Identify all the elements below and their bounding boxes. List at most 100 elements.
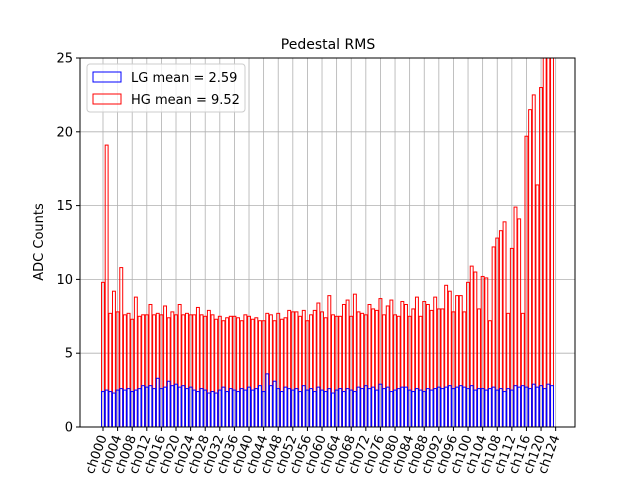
bar [389,391,394,427]
bar [155,377,160,427]
bar [195,391,200,427]
bar [294,311,299,427]
bar [199,314,204,427]
bar [436,386,441,427]
bar [250,389,255,427]
bar [331,392,335,427]
bar [422,301,427,427]
bar [360,388,365,427]
bar [528,388,533,427]
bar [133,296,138,427]
bar [502,391,507,427]
y-tick-label: 25 [56,52,73,67]
bar [345,388,350,427]
bar [433,388,438,427]
bar [115,389,120,427]
bar [287,388,292,427]
bar [177,386,182,427]
y-tick-label: 5 [65,347,73,362]
bar [323,317,328,427]
bar [181,314,186,427]
bar [290,311,295,427]
bar [166,317,171,427]
bar [411,308,416,427]
bar [243,314,248,427]
bar [163,386,168,427]
bar [495,237,500,427]
bar [309,314,314,427]
bar [290,389,295,427]
bar [133,389,138,427]
bar [148,385,153,427]
bar [130,318,135,427]
bar [232,389,237,427]
bar [122,389,127,427]
bar [195,306,200,427]
bar [487,388,492,427]
bar [250,318,255,427]
bar [462,311,467,427]
bar [382,314,387,427]
bar [294,388,299,427]
bar [320,389,324,427]
bar [436,308,441,427]
bar [539,87,544,427]
bar [469,265,474,427]
bar [349,389,354,427]
bar [152,388,157,427]
bar [513,206,518,427]
bar [495,389,500,427]
bar [236,317,241,427]
bar [473,389,478,427]
y-tick-label: 0 [65,421,73,436]
bar [309,388,314,427]
bar [352,293,357,427]
bar [477,388,481,427]
bar [174,383,178,427]
bar [528,109,533,427]
bar [141,385,146,427]
bar [550,58,554,427]
bar [550,385,554,427]
bar [491,386,496,427]
bar [144,386,149,427]
bar [203,389,208,427]
bar [531,94,536,427]
bar [546,383,551,427]
bar [331,314,335,427]
bar [327,388,332,427]
bar [367,303,372,427]
bar [301,385,306,427]
bar [524,386,529,427]
bar [283,386,288,427]
bar [418,389,423,427]
bar [498,388,503,427]
bar [542,388,547,427]
bar [531,383,536,427]
bar [188,386,193,427]
bar [225,391,230,427]
bar [429,389,434,427]
bar [425,388,430,427]
bar [239,388,244,427]
bar [341,391,346,427]
bar [546,58,551,427]
plot-frame [79,57,576,428]
bar [440,308,445,427]
legend-label: LG mean = 2.59 [131,71,237,86]
bar [378,298,383,427]
bar [393,389,397,427]
bar [404,386,408,427]
bar [119,267,124,427]
legend-swatch [92,71,122,83]
chart-title: Pedestal RMS [281,37,376,53]
bar [174,314,178,427]
bar [305,320,310,427]
bar [177,303,182,427]
bar [414,388,419,427]
bar [279,318,284,427]
bar [115,311,120,427]
bar [487,320,492,427]
bar [104,389,109,427]
bar [268,385,273,427]
